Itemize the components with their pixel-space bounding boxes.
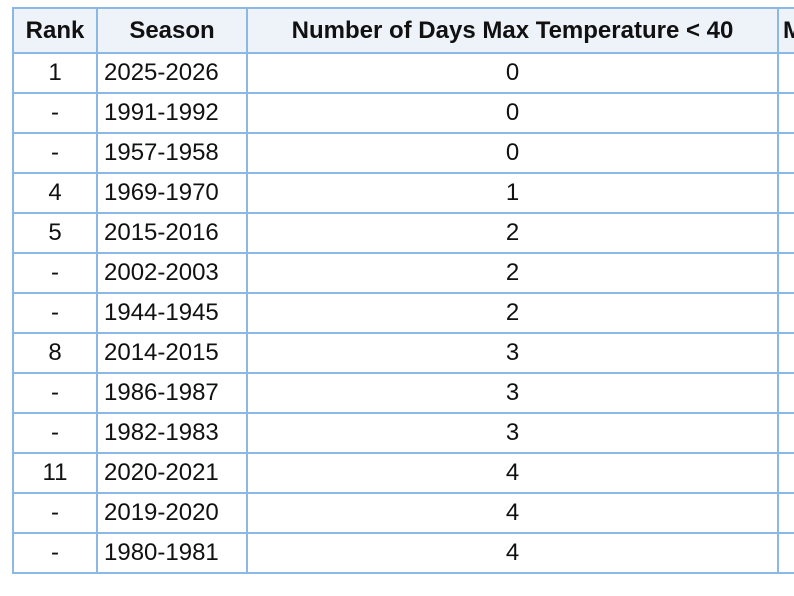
table-cell: 5 (12, 212, 98, 254)
table-cell: 2025-2026 (96, 52, 248, 94)
table-cell (777, 292, 794, 334)
table-cell: - (12, 492, 98, 534)
table-cell: 2 (246, 292, 779, 334)
data-table: Rank Season Number of Days Max Temperatu… (12, 7, 794, 574)
table-cell: - (12, 532, 98, 574)
header-row: Rank Season Number of Days Max Temperatu… (12, 7, 794, 54)
table-cell: 3 (246, 412, 779, 454)
table-cell: 2019-2020 (96, 492, 248, 534)
table-row: 5 2015-2016 2 (12, 212, 794, 254)
table-cell: 3 (246, 372, 779, 414)
table-cell: 0 (246, 132, 779, 174)
table-cell (777, 52, 794, 94)
table-cell: 2014-2015 (96, 332, 248, 374)
table-cell: 4 (246, 492, 779, 534)
header-cell: M (777, 7, 794, 54)
table-cell: 2015-2016 (96, 212, 248, 254)
table-cell: 1969-1970 (96, 172, 248, 214)
table-header: Rank Season Number of Days Max Temperatu… (12, 7, 794, 54)
table-row: -1991-1992 0 (12, 92, 794, 134)
table-cell (777, 332, 794, 374)
table-cell (777, 532, 794, 574)
table-cell (777, 372, 794, 414)
table-row: -1944-1945 2 (12, 292, 794, 334)
table-cell: - (12, 412, 98, 454)
table-cell: 11 (12, 452, 98, 494)
table-row: 1 2025-2026 0 (12, 52, 794, 94)
table-row: -1986-1987 3 (12, 372, 794, 414)
table-cell (777, 212, 794, 254)
table-cell: 1986-1987 (96, 372, 248, 414)
header-cell: Number of Days Max Temperature < 40 (246, 7, 779, 54)
table-cell (777, 492, 794, 534)
table-cell (777, 92, 794, 134)
table-row: 8 2014-2015 3 (12, 332, 794, 374)
table-row: -1980-1981 4 (12, 532, 794, 574)
table-cell (777, 172, 794, 214)
table-cell: - (12, 372, 98, 414)
table-cell: 2 (246, 252, 779, 294)
table-cell: - (12, 92, 98, 134)
table-cell: 1980-1981 (96, 532, 248, 574)
table-cell: - (12, 292, 98, 334)
header-cell: Season (96, 7, 248, 54)
table-row: 4 1969-1970 1 (12, 172, 794, 214)
table-cell: 4 (12, 172, 98, 214)
table-cell: - (12, 132, 98, 174)
table-row: -2019-2020 4 (12, 492, 794, 534)
table-cell: 1982-1983 (96, 412, 248, 454)
table-cell (777, 412, 794, 454)
table-cell (777, 452, 794, 494)
table-cell: 2 (246, 212, 779, 254)
table-row: -2002-2003 2 (12, 252, 794, 294)
table-cell: - (12, 252, 98, 294)
table-cell: 4 (246, 452, 779, 494)
table-cell: 1991-1992 (96, 92, 248, 134)
table-cell: 4 (246, 532, 779, 574)
table-row: 11 2020-2021 4 (12, 452, 794, 494)
table-row: -1982-1983 3 (12, 412, 794, 454)
table-cell: 0 (246, 92, 779, 134)
table-row: -1957-1958 0 (12, 132, 794, 174)
table-cell: 1957-1958 (96, 132, 248, 174)
table-cell: 1944-1945 (96, 292, 248, 334)
table-cell: 1 (246, 172, 779, 214)
table-cell: 3 (246, 332, 779, 374)
table-cell: 0 (246, 52, 779, 94)
table-cell: 2020-2021 (96, 452, 248, 494)
table-cell: 2002-2003 (96, 252, 248, 294)
table-body: 1 2025-2026 0-1991-1992 0-1957-1958 0 4 1969-1… (12, 52, 794, 574)
table-cell (777, 252, 794, 294)
table-cell: 1 (12, 52, 98, 94)
header-cell: Rank (12, 7, 98, 54)
table-cell (777, 132, 794, 174)
table-cell: 8 (12, 332, 98, 374)
